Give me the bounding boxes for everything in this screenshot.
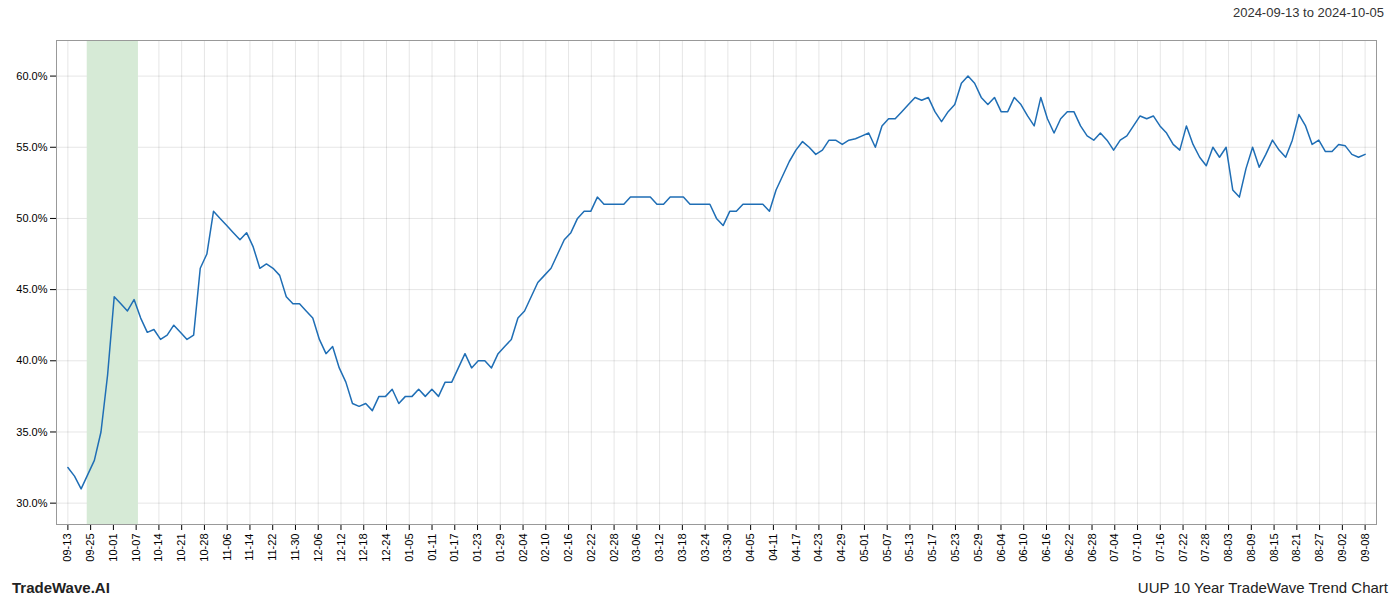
svg-text:08-09: 08-09 [1245,534,1257,562]
svg-text:06-16: 06-16 [1040,534,1052,562]
svg-text:07-28: 07-28 [1199,534,1211,562]
svg-text:04-11: 04-11 [767,534,779,561]
svg-text:04-05: 04-05 [744,534,756,562]
svg-text:09-13: 09-13 [61,534,73,562]
svg-text:02-16: 02-16 [562,534,574,562]
svg-text:07-10: 07-10 [1131,534,1143,562]
svg-text:07-04: 07-04 [1108,534,1120,562]
svg-text:12-24: 12-24 [380,534,392,562]
svg-text:05-13: 05-13 [903,534,915,562]
svg-text:12-06: 12-06 [312,534,324,562]
svg-text:01-17: 01-17 [448,534,460,562]
svg-text:10-01: 10-01 [107,534,119,562]
svg-text:30.0%: 30.0% [16,497,47,509]
svg-text:09-25: 09-25 [84,534,96,562]
html-text:TradeWave.AI: TradeWave.AI [12,578,110,596]
svg-text:60.0%: 60.0% [16,70,47,82]
svg-text:05-07: 05-07 [881,534,893,562]
svg-text:03-06: 03-06 [630,534,642,562]
svg-text:12-12: 12-12 [335,534,347,562]
svg-text:10-28: 10-28 [198,534,210,562]
svg-text:01-05: 01-05 [403,534,415,562]
svg-text:03-12: 03-12 [653,534,665,562]
svg-text:05-29: 05-29 [972,534,984,562]
svg-text:11-22: 11-22 [266,534,278,561]
svg-text:35.0%: 35.0% [16,425,47,437]
svg-text:10-07: 10-07 [130,534,142,562]
svg-text:01-29: 01-29 [494,534,506,562]
svg-text:01-11: 01-11 [426,534,438,561]
svg-text:04-17: 04-17 [790,534,802,562]
svg-text:45.0%: 45.0% [16,283,47,295]
svg-text:10-21: 10-21 [175,534,187,562]
svg-text:06-04: 06-04 [995,534,1007,562]
html-text:UUP 10 Year TradeWave Trend Ch: UUP 10 Year TradeWave Trend Chart [1137,578,1388,596]
html-text:2024-09-13 to 2024-10-05: 2024-09-13 to 2024-10-05 [1232,4,1384,20]
svg-text:09-08: 09-08 [1359,534,1371,562]
svg-text:08-03: 08-03 [1222,534,1234,562]
svg-text:06-22: 06-22 [1063,534,1075,562]
svg-text:11-06: 11-06 [221,534,233,561]
svg-text:11-30: 11-30 [289,534,301,561]
svg-text:02-10: 02-10 [539,534,551,562]
svg-text:09-02: 09-02 [1336,534,1348,562]
svg-text:05-17: 05-17 [926,534,938,562]
svg-text:06-10: 06-10 [1017,534,1029,562]
svg-text:04-23: 04-23 [812,534,824,562]
svg-text:10-14: 10-14 [152,534,164,562]
svg-text:08-27: 08-27 [1313,534,1325,562]
svg-text:01-23: 01-23 [471,534,483,562]
svg-text:40.0%: 40.0% [16,354,47,366]
svg-text:12-18: 12-18 [357,534,369,562]
svg-text:55.0%: 55.0% [16,141,47,153]
svg-text:11-14: 11-14 [243,534,255,561]
svg-text:03-18: 03-18 [676,534,688,562]
svg-text:02-04: 02-04 [517,534,529,562]
svg-text:08-15: 08-15 [1268,534,1280,562]
svg-text:02-28: 02-28 [608,534,620,562]
svg-text:05-23: 05-23 [949,534,961,562]
svg-text:03-30: 03-30 [721,534,733,562]
svg-text:02-22: 02-22 [585,534,597,562]
svg-text:50.0%: 50.0% [16,212,47,224]
svg-text:04-29: 04-29 [835,534,847,562]
svg-text:05-01: 05-01 [858,534,870,562]
svg-text:07-22: 07-22 [1177,534,1189,562]
svg-text:06-28: 06-28 [1086,534,1098,562]
svg-text:03-24: 03-24 [699,534,711,562]
svg-text:07-16: 07-16 [1154,534,1166,562]
svg-text:08-21: 08-21 [1290,534,1302,562]
